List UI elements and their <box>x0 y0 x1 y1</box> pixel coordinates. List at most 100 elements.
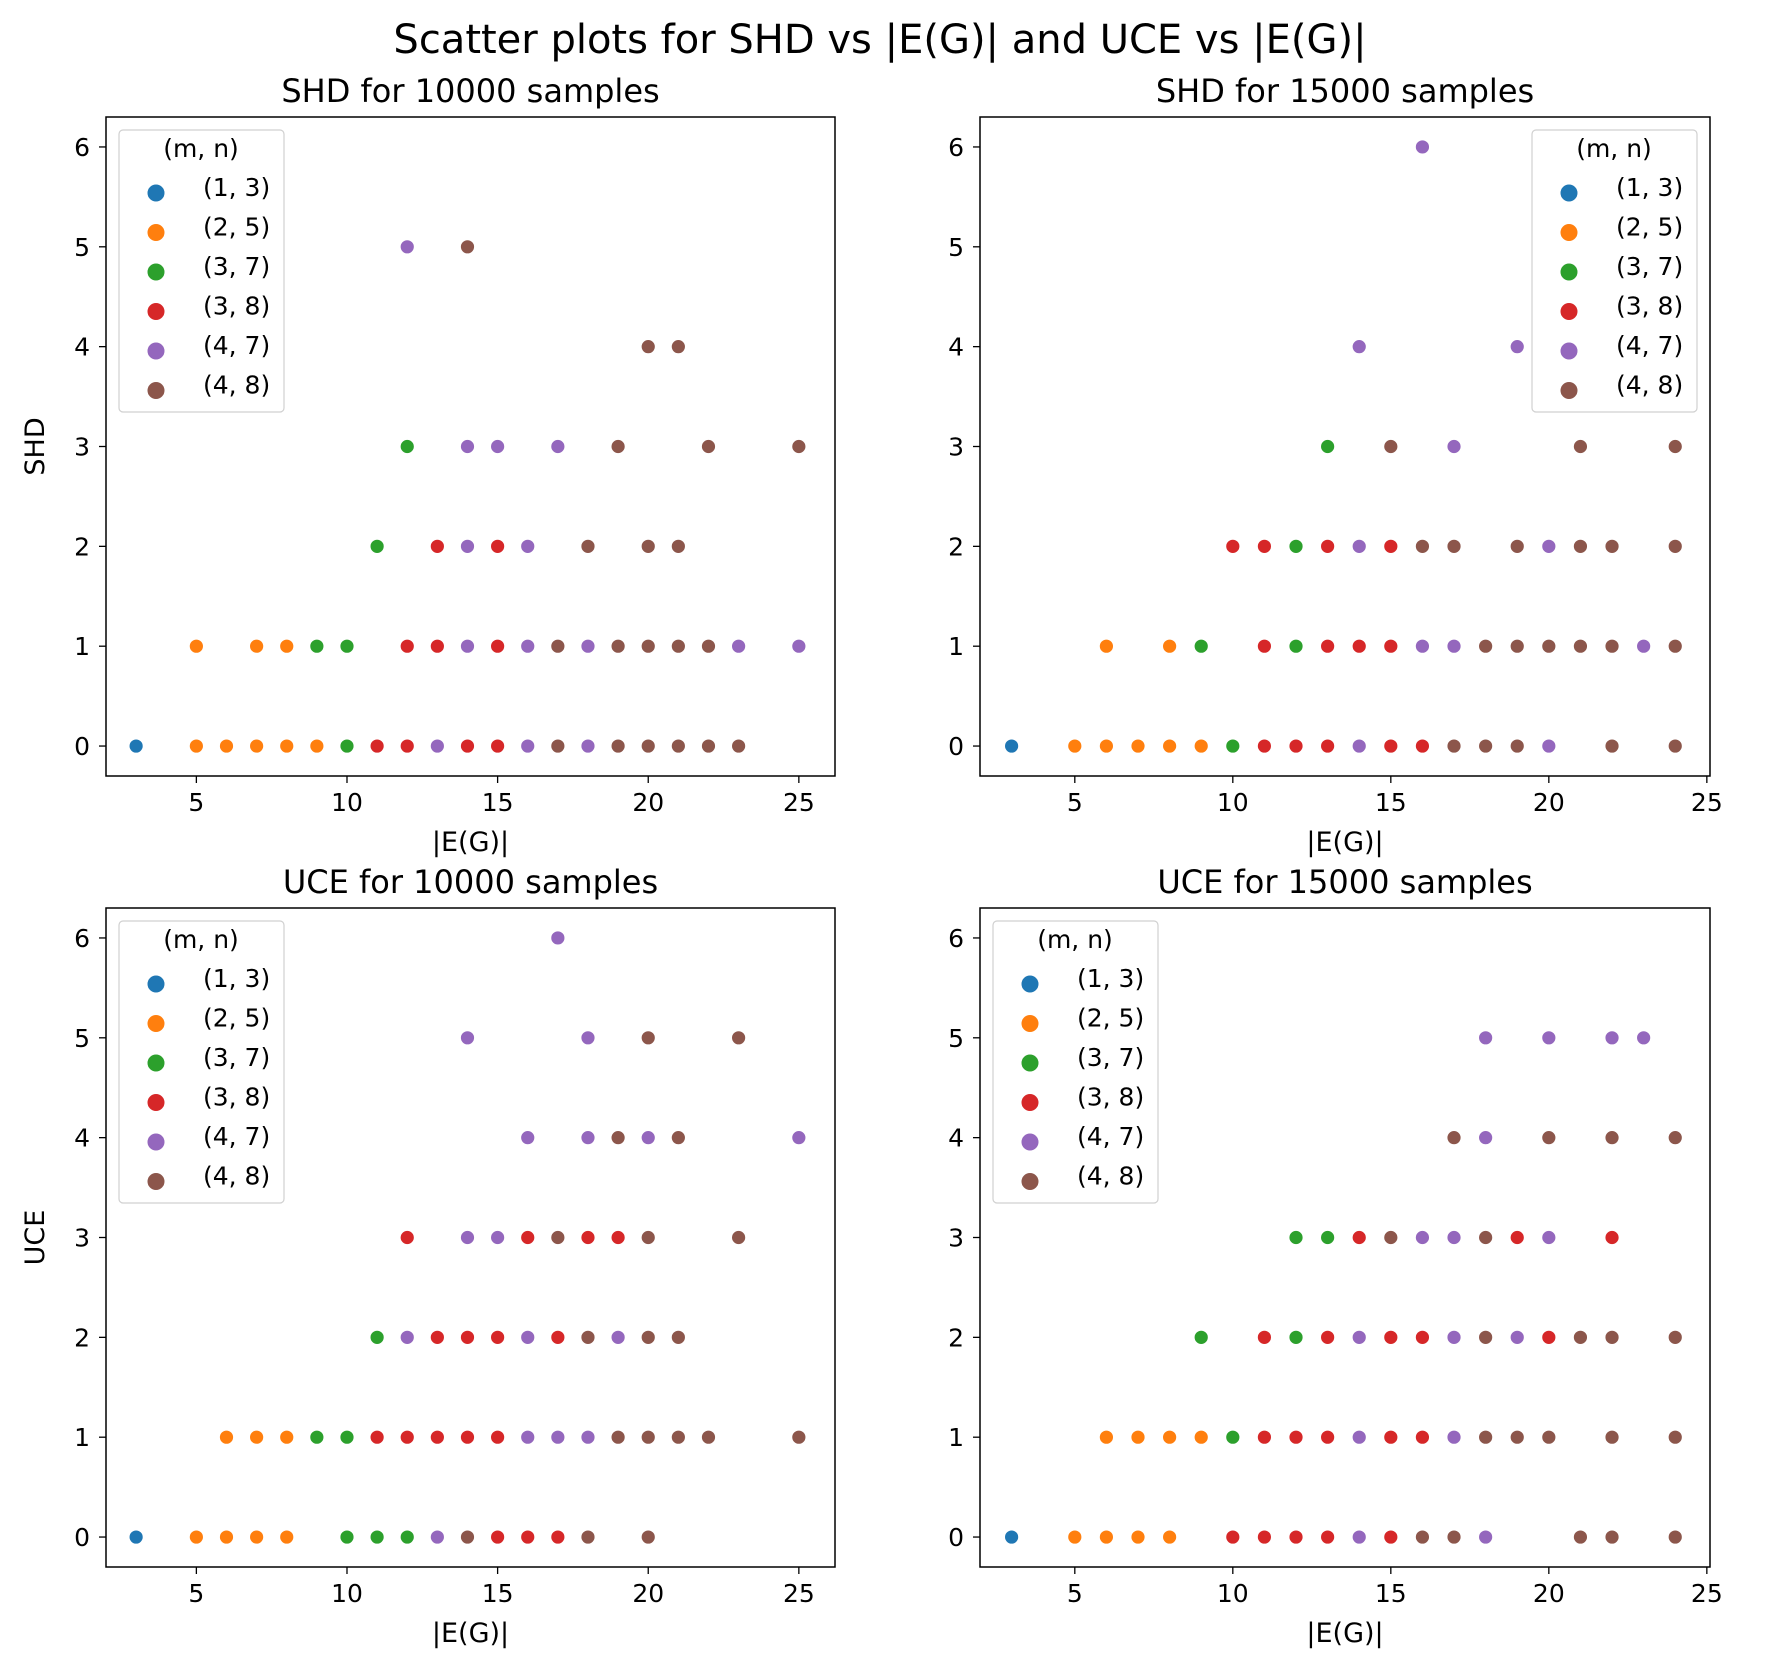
scatter-point <box>1003 1529 1020 1545</box>
y-tick-label: 3 <box>948 1224 964 1253</box>
scatter-point <box>309 638 325 654</box>
x-axis-label: |E(G)| <box>1306 1618 1383 1649</box>
data-points <box>1003 1030 1684 1545</box>
scatter-point <box>489 1529 506 1545</box>
scatter-point <box>1541 1129 1557 1146</box>
scatter-point <box>278 738 295 754</box>
x-tick-label: 5 <box>1067 1579 1083 1608</box>
data-points <box>128 930 807 1545</box>
scatter-point <box>580 638 596 654</box>
scatter-point <box>1667 638 1684 654</box>
x-tick-label: 25 <box>783 1579 815 1608</box>
scatter-point <box>1193 638 1210 654</box>
legend-entry: (2, 5) <box>203 1004 270 1033</box>
legend-marker <box>146 1053 166 1073</box>
scatter-point <box>640 538 657 555</box>
scatter-point <box>670 538 687 555</box>
legend-entry: (3, 8) <box>1616 292 1683 321</box>
scatter-point <box>519 538 536 555</box>
scatter-point <box>1667 1329 1684 1346</box>
scatter-point <box>670 338 687 355</box>
scatter-point <box>1541 638 1557 654</box>
subplot-title: UCE for 10000 samples <box>283 863 658 901</box>
scatter-point <box>459 438 476 455</box>
x-tick-label: 5 <box>188 788 204 817</box>
scatter-point <box>1541 738 1557 754</box>
scatter-point <box>550 1429 566 1445</box>
scatter-point <box>128 1529 144 1545</box>
scatter-point <box>1319 538 1336 555</box>
legend-marker <box>146 1172 166 1191</box>
scatter-point <box>1446 638 1462 654</box>
legend-marker <box>146 974 166 994</box>
scatter-point <box>459 239 476 255</box>
y-tick-label: 2 <box>74 1323 90 1352</box>
scatter-point <box>550 1529 566 1545</box>
legend: (m, n) (1, 3) (2, 5) (3, 7) (3, 8) (4, 7) (4, … <box>118 920 285 1204</box>
scatter-point <box>519 638 536 654</box>
axes-frame <box>979 907 1711 1568</box>
legend-marker <box>1020 1014 1040 1033</box>
y-tick-label: 4 <box>948 1124 964 1153</box>
scatter-point <box>1319 1229 1336 1246</box>
scatter-point <box>429 738 446 754</box>
scatter-point <box>670 1329 687 1346</box>
scatter-point <box>1477 1229 1494 1246</box>
scatter-point <box>1130 738 1146 754</box>
scatter-point <box>1319 1429 1336 1445</box>
scatter-point <box>459 1030 476 1046</box>
scatter-point <box>1414 1329 1431 1346</box>
scatter-point <box>1193 738 1210 754</box>
y-tick-label: 6 <box>74 133 90 162</box>
scatter-point <box>1477 1429 1494 1445</box>
scatter-point <box>1477 1030 1494 1046</box>
legend-marker <box>1020 1132 1040 1152</box>
scatter-point <box>399 1529 416 1545</box>
x-tick-label: 25 <box>1691 788 1723 817</box>
legend-marker <box>1020 1172 1040 1191</box>
scatter-point <box>670 1129 687 1146</box>
subplot-title: SHD for 10000 samples <box>281 72 659 110</box>
legend-entry: (2, 5) <box>1077 1004 1144 1033</box>
scatter-point <box>1446 538 1462 555</box>
axes-frame <box>979 116 1711 777</box>
x-tick-label: 20 <box>632 1579 664 1608</box>
scatter-point <box>670 738 687 754</box>
scatter-point <box>339 638 355 654</box>
scatter-point <box>1288 738 1304 754</box>
scatter-point <box>519 1429 536 1445</box>
y-tick-label: 1 <box>948 632 964 661</box>
scatter-point <box>1383 1529 1399 1545</box>
legend-marker <box>1559 183 1579 203</box>
legend-marker <box>1559 262 1579 282</box>
y-tick-label: 4 <box>948 333 964 362</box>
legend-entry: (1, 3) <box>203 964 270 993</box>
legend-entry: (2, 5) <box>1616 213 1683 242</box>
legend-marker <box>146 381 166 400</box>
data-points <box>1003 139 1684 754</box>
scatter-point <box>550 1229 566 1246</box>
scatter-point <box>1509 638 1526 654</box>
scatter-point <box>1193 1429 1210 1445</box>
scatter-point <box>580 1030 596 1046</box>
legend-title: (m, n) <box>163 925 239 954</box>
scatter-point <box>1256 638 1273 654</box>
scatter-point <box>519 1229 536 1246</box>
scatter-point <box>1604 738 1620 754</box>
scatter-point <box>640 1329 657 1346</box>
scatter-point <box>550 930 566 946</box>
scatter-point <box>1288 1529 1304 1545</box>
scatter-point <box>730 1229 747 1246</box>
scatter-point <box>339 1529 355 1545</box>
scatter-point <box>1446 1529 1462 1545</box>
scatter-point <box>278 638 295 654</box>
scatter-point <box>1414 1429 1431 1445</box>
scatter-point <box>1383 538 1399 555</box>
scatter-point <box>1509 738 1526 754</box>
scatter-point <box>399 1229 416 1246</box>
scatter-point <box>1446 738 1462 754</box>
legend-title: (m, n) <box>1576 134 1652 163</box>
scatter-point <box>580 1329 596 1346</box>
scatter-point <box>1351 1229 1368 1246</box>
